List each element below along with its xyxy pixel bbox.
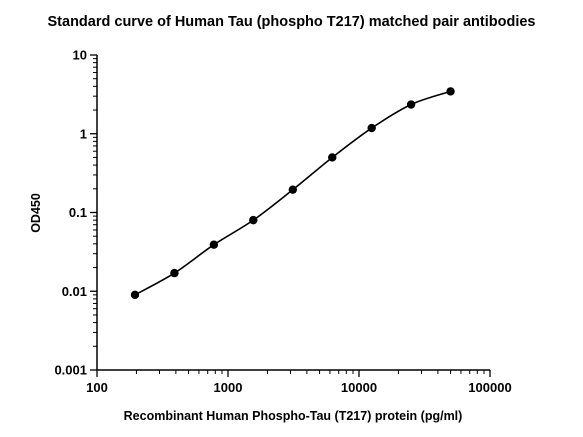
data-point bbox=[446, 87, 455, 96]
y-axis-label: OD450 bbox=[29, 193, 43, 233]
data-point bbox=[288, 185, 298, 194]
chart-title: Standard curve of Human Tau (phospho T21… bbox=[47, 14, 536, 30]
x-tick-label: 100000 bbox=[468, 380, 511, 395]
x-axis-ticks: 100 1000 10000 100000 bbox=[86, 370, 512, 395]
data-points bbox=[130, 87, 455, 300]
data-point bbox=[406, 100, 416, 109]
y-tick-label: 0.01 bbox=[62, 284, 87, 299]
data-point bbox=[170, 268, 179, 278]
x-tick-label: 1000 bbox=[214, 380, 243, 395]
y-tick-label: 1 bbox=[80, 126, 87, 141]
y-tick-label: 0.1 bbox=[69, 205, 87, 220]
x-tick-label: 100 bbox=[86, 380, 108, 395]
y-axis-ticks: 0.001 0.01 0.1 1 10 bbox=[54, 48, 97, 378]
data-point bbox=[249, 215, 258, 225]
x-axis-label: Recombinant Human Phospho-Tau (T217) pro… bbox=[124, 409, 463, 423]
data-point bbox=[328, 153, 337, 162]
x-tick-label: 10000 bbox=[341, 380, 377, 395]
data-point bbox=[209, 240, 219, 249]
data-point bbox=[130, 290, 140, 300]
data-point bbox=[367, 123, 376, 133]
y-tick-label: 0.001 bbox=[54, 363, 87, 378]
y-tick-label: 10 bbox=[73, 48, 87, 63]
axes bbox=[96, 55, 490, 371]
